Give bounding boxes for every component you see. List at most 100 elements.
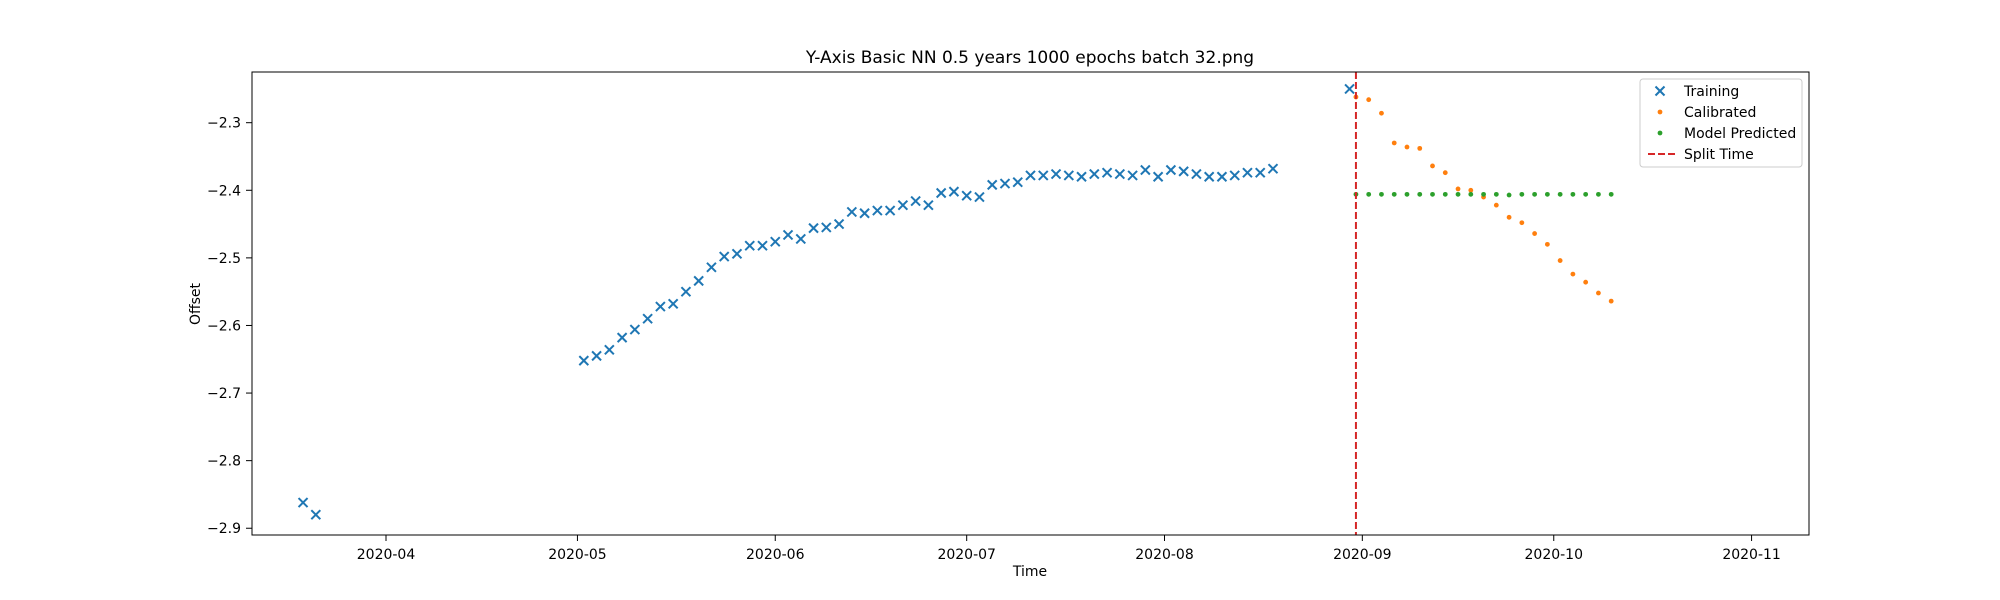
calibrated-point: [1468, 187, 1474, 193]
training-point: [808, 222, 819, 234]
x-tick-label: 2020-10: [1525, 547, 1584, 563]
x-axis-title: Time: [1012, 564, 1047, 580]
training-point: [1165, 164, 1177, 176]
training-point: [1127, 170, 1138, 181]
model-predicted-point: [1379, 191, 1384, 197]
training-point: [706, 262, 717, 273]
training-point: [655, 301, 666, 312]
calibrated-point: [1417, 145, 1423, 151]
training-point: [591, 350, 602, 362]
legend-marker-calibrated: [1657, 109, 1663, 115]
model-predicted-point: [1519, 191, 1525, 197]
training-point: [1050, 168, 1062, 180]
x-tick-label: 2020-11: [1722, 547, 1781, 563]
y-tick-label: −2.9: [207, 521, 241, 537]
training-point: [667, 298, 679, 310]
legend: Training Calibrated Model Predicted Split T…: [1639, 78, 1803, 168]
training-point: [680, 286, 692, 297]
training-point: [833, 218, 845, 230]
training-point: [718, 251, 730, 262]
legend-label-training: Training: [1683, 84, 1739, 100]
model-predicted-point: [1391, 191, 1397, 197]
y-tick-label: −2.3: [207, 116, 241, 132]
training-point: [935, 187, 947, 199]
calibrated-point: [1366, 97, 1372, 103]
model-predicted-point: [1430, 191, 1435, 197]
calibrated-point: [1544, 241, 1550, 247]
calibrated-point: [1455, 186, 1461, 192]
training-point: [1242, 167, 1253, 178]
plot-area: [297, 72, 1614, 535]
calibrated-point: [1519, 220, 1525, 226]
calibrated-point: [1379, 110, 1384, 116]
training-point: [897, 199, 909, 211]
training-point: [859, 208, 870, 219]
training-point: [1216, 171, 1228, 182]
x-tick-label: 2020-05: [548, 547, 607, 563]
training-point: [1140, 164, 1151, 176]
legend-marker-training: [1654, 85, 1666, 97]
training-point: [693, 275, 704, 287]
y-tick-label: −2.4: [207, 183, 241, 199]
calibrated-point: [1493, 202, 1499, 208]
axes-frame: [251, 71, 1810, 536]
calibrated-point: [1430, 163, 1435, 169]
training-point: [1025, 170, 1036, 181]
training-point: [987, 179, 998, 191]
x-tick-label: 2020-09: [1333, 547, 1392, 563]
x-tick-label: 2020-04: [357, 547, 416, 563]
model-predicted-point: [1442, 191, 1448, 197]
model-predicted-point: [1532, 191, 1538, 197]
training-point: [999, 178, 1011, 189]
calibrated-point: [1532, 231, 1538, 236]
y-tick-label: −2.6: [207, 318, 241, 334]
legend-label-model-predicted: Model Predicted: [1684, 126, 1796, 142]
y-tick-label: −2.5: [207, 251, 241, 267]
training-point: [795, 233, 806, 245]
training-point: [1191, 168, 1202, 180]
model-predicted-point: [1506, 192, 1512, 198]
x-tick-label: 2020-07: [937, 547, 996, 563]
training-point: [1089, 168, 1100, 180]
series-training: [297, 83, 1355, 520]
model-predicted-point: [1366, 191, 1372, 197]
training-point: [1229, 170, 1240, 181]
legend-marker-model-predicted: [1657, 130, 1663, 136]
training-point: [629, 324, 641, 335]
training-point: [770, 236, 781, 247]
model-predicted-point: [1596, 191, 1601, 197]
training-point: [604, 344, 615, 356]
chart-title: Y-Axis Basic NN 0.5 years 1000 epochs ba…: [805, 48, 1254, 68]
training-point: [1038, 170, 1049, 181]
training-point: [884, 205, 896, 216]
training-point: [846, 206, 858, 218]
model-predicted-point: [1557, 191, 1563, 197]
training-point: [642, 313, 653, 324]
training-point: [1114, 168, 1126, 180]
training-point: [1152, 171, 1164, 182]
training-point: [616, 332, 628, 343]
calibrated-point: [1608, 298, 1614, 304]
series-model-predicted: [1353, 191, 1614, 198]
model-predicted-point: [1417, 191, 1423, 197]
legend-label-calibrated: Calibrated: [1684, 105, 1756, 121]
training-point: [1203, 171, 1215, 182]
training-point: [744, 240, 755, 251]
training-point: [1076, 171, 1087, 182]
calibrated-point: [1404, 144, 1410, 150]
calibrated-point: [1391, 140, 1397, 146]
series-calibrated: [1353, 94, 1614, 304]
training-point: [1012, 176, 1023, 188]
model-predicted-point: [1468, 191, 1474, 197]
training-point: [948, 186, 960, 197]
training-point: [757, 240, 768, 251]
model-predicted-point: [1583, 191, 1589, 197]
legend-label-split-time: Split Time: [1684, 147, 1754, 163]
x-tick-label: 2020-08: [1135, 547, 1194, 563]
calibrated-point: [1442, 170, 1448, 176]
legend-box: [1639, 78, 1803, 168]
x-tick-label: 2020-06: [746, 547, 805, 563]
training-point: [872, 205, 883, 216]
